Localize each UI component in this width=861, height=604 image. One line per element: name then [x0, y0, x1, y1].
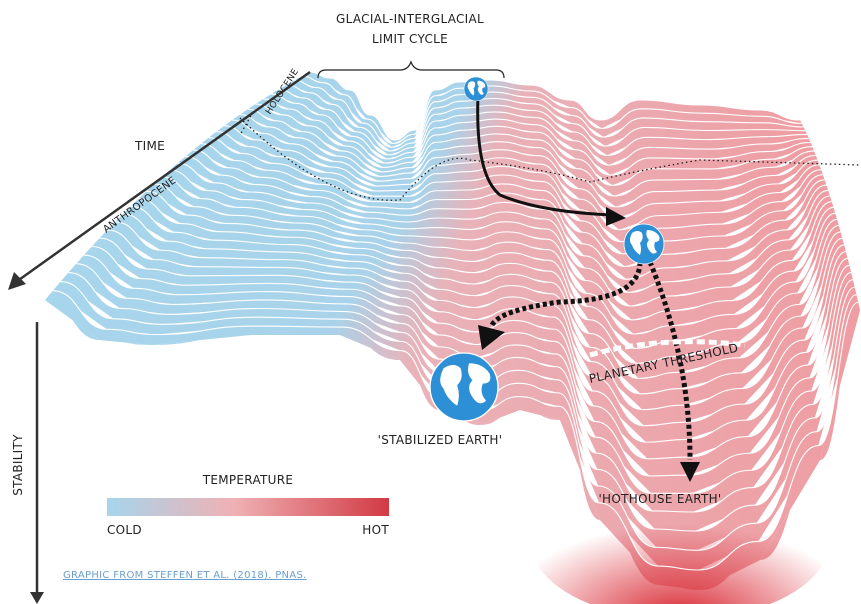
arrowhead [680, 462, 700, 482]
brace [317, 60, 505, 79]
trajectory [476, 94, 613, 217]
surface-band [239, 109, 816, 207]
surface-band [263, 94, 811, 176]
credit-link[interactable]: GRAPHIC FROM STEFFEN ET AL. (2018). PNAS… [63, 570, 307, 581]
contour [208, 137, 823, 255]
contour [177, 162, 831, 307]
surface-band [302, 72, 802, 144]
contour [271, 93, 809, 166]
contour [91, 245, 850, 477]
holocene-path [239, 117, 861, 201]
label: 'HOTHOUSE EARTH' [598, 492, 721, 506]
contour [216, 131, 822, 243]
contour [169, 169, 832, 321]
contour [263, 98, 811, 176]
title-line: LIMIT CYCLE [372, 32, 448, 46]
contour [99, 237, 848, 460]
title-line: GLACIAL-INTERGLACIAL [336, 12, 484, 26]
contour [239, 114, 816, 208]
legend-title: TEMPERATURE [202, 473, 294, 487]
contour [130, 205, 841, 395]
arrowhead [478, 325, 505, 350]
contour [52, 290, 859, 571]
contour-lines [52, 71, 859, 571]
arrowhead [8, 272, 26, 290]
contour [154, 183, 836, 350]
contour [107, 229, 847, 443]
label: STABILITY [11, 434, 25, 496]
surface-band [247, 104, 815, 196]
trajectory-hothouse [647, 261, 693, 461]
surface-band [146, 184, 838, 364]
contour [60, 280, 857, 551]
earth [464, 77, 488, 101]
contour [224, 125, 820, 231]
surface-band [278, 84, 808, 156]
trajectory-stabilized [489, 261, 643, 327]
contour [232, 119, 818, 219]
surface-band [232, 114, 818, 219]
earth [624, 224, 664, 264]
arrowhead [606, 207, 626, 226]
label: 'STABILIZED EARTH' [378, 433, 503, 447]
contour [138, 198, 839, 379]
contour [83, 254, 852, 494]
contour [115, 221, 845, 427]
contour [200, 143, 825, 267]
contour [122, 213, 843, 411]
legend-label: HOT [362, 523, 389, 537]
surface-band [271, 89, 809, 166]
contour [68, 271, 855, 532]
landscape [45, 72, 860, 604]
earth [430, 353, 498, 421]
arrowhead [30, 592, 44, 604]
surface-band [255, 98, 813, 186]
contour [255, 103, 813, 186]
surface-band [138, 191, 839, 379]
legend-label: COLD [107, 523, 142, 537]
hot-basin [530, 460, 830, 604]
time-arrow [15, 70, 311, 284]
contour [161, 176, 834, 335]
contour [76, 263, 854, 513]
label: TIME [134, 139, 165, 153]
legend-bar [107, 498, 389, 516]
contour [185, 156, 829, 294]
threshold [589, 339, 746, 358]
contour [247, 108, 815, 197]
